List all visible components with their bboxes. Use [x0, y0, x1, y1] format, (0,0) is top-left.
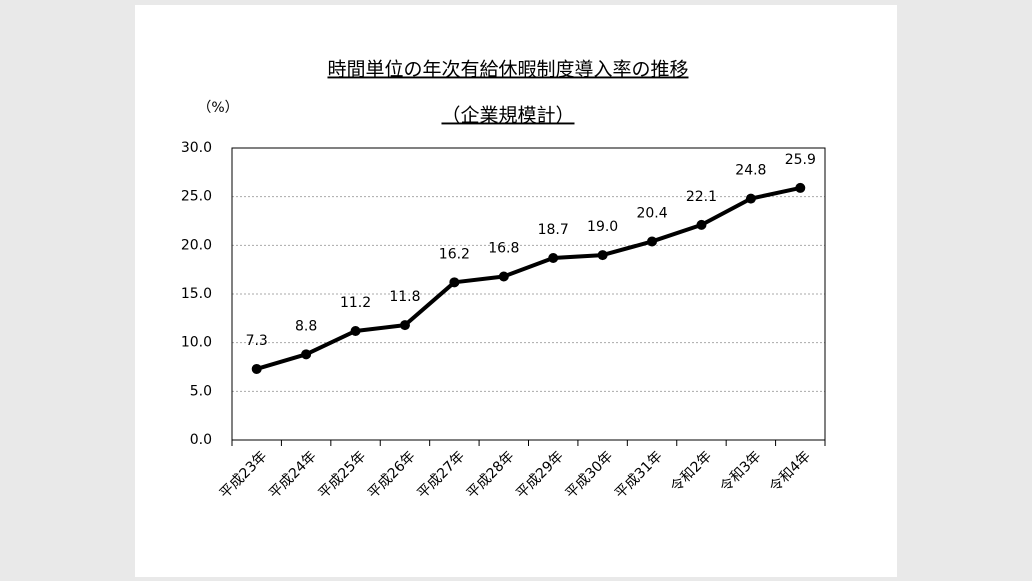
point [795, 182, 806, 193]
point [597, 250, 608, 261]
y-tick-label: 5.0 [190, 383, 212, 399]
line [256, 185, 801, 371]
value-label: 18.7 [538, 222, 569, 238]
value-label: 7.3 [246, 333, 268, 349]
point [251, 363, 262, 374]
value-label: 20.4 [636, 205, 667, 221]
value-label: 24.8 [735, 163, 766, 179]
value-label: 19.0 [587, 219, 618, 235]
point [696, 219, 707, 230]
chart-subtitle: （企業規模計） [441, 105, 574, 127]
y-tick-label: 10.0 [181, 335, 212, 351]
value-label: 11.8 [389, 289, 420, 305]
point [745, 193, 756, 204]
y-tick-label: 25.0 [181, 189, 212, 205]
value-label: 16.2 [439, 246, 470, 262]
point [350, 325, 361, 336]
y-axis-label: （%） [197, 100, 238, 116]
value-label: 11.2 [340, 295, 371, 311]
value-label: 22.1 [686, 189, 717, 205]
y-tick-label: 0.0 [190, 432, 212, 448]
point [399, 320, 410, 331]
point [498, 271, 509, 282]
point [647, 236, 658, 247]
y-tick-label: 30.0 [181, 140, 212, 156]
value-label: 8.8 [295, 318, 317, 334]
point [301, 349, 312, 360]
point [449, 277, 460, 288]
value-label: 25.9 [785, 152, 816, 168]
value-label: 16.8 [488, 240, 519, 256]
panel [135, 5, 897, 577]
point [548, 252, 559, 263]
y-tick-label: 15.0 [181, 286, 212, 302]
y-tick-label: 20.0 [181, 237, 212, 253]
chart-title: 時間単位の年次有給休暇制度導入率の推移 [327, 59, 688, 81]
